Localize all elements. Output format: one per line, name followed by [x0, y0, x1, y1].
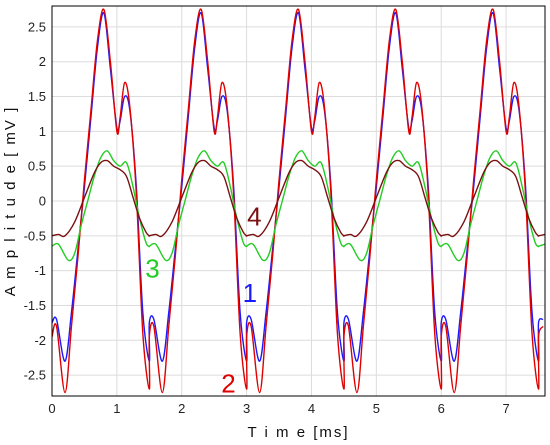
y-tick-label: -2.5	[24, 368, 46, 383]
y-tick-label: -1.5	[24, 298, 46, 313]
y-tick-labels: 2.5 2 1.5 1 0.5 0 -0.5 -1 -1.5 -2 -2.5	[24, 19, 46, 382]
x-tick-label: 4	[308, 401, 315, 416]
y-tick-label: 0	[39, 194, 46, 209]
series-line-4	[52, 159, 545, 238]
grid-lines	[51, 6, 545, 396]
y-tick-label: 2.5	[28, 19, 46, 34]
series-line-2	[52, 8, 544, 394]
series-annotation-1: 1	[243, 278, 257, 308]
series-line-1	[52, 12, 544, 362]
x-axis-label: T i m e [ms]	[247, 424, 349, 441]
x-tick-label: 3	[243, 401, 250, 416]
y-tick-label: 1	[39, 124, 46, 139]
x-tick-label: 7	[502, 401, 509, 416]
y-tick-label: 1.5	[28, 89, 46, 104]
series-lines	[52, 8, 545, 394]
x-tick-label: 5	[373, 401, 380, 416]
series-annotations: 1 2 3 4	[145, 201, 261, 398]
series-annotation-2: 2	[221, 369, 235, 399]
y-tick-label: -1	[34, 263, 46, 278]
plot-frame	[51, 5, 546, 397]
y-tick-label: -2	[34, 333, 46, 348]
y-tick-label: -0.5	[24, 228, 46, 243]
x-tick-labels: 0 1 2 3 4 5 6 7	[48, 401, 509, 416]
x-tick-label: 2	[178, 401, 185, 416]
x-tick-label: 6	[438, 401, 445, 416]
series-line-3	[52, 150, 545, 262]
x-tick-label: 1	[113, 401, 120, 416]
y-tick-label: 0.5	[28, 159, 46, 174]
series-annotation-4: 4	[247, 201, 261, 231]
y-tick-label: 2	[39, 54, 46, 69]
x-tick-label: 0	[48, 401, 55, 416]
y-axis-label: A m p l i t u d e [ mV ]	[2, 106, 19, 297]
series-annotation-3: 3	[145, 254, 159, 284]
